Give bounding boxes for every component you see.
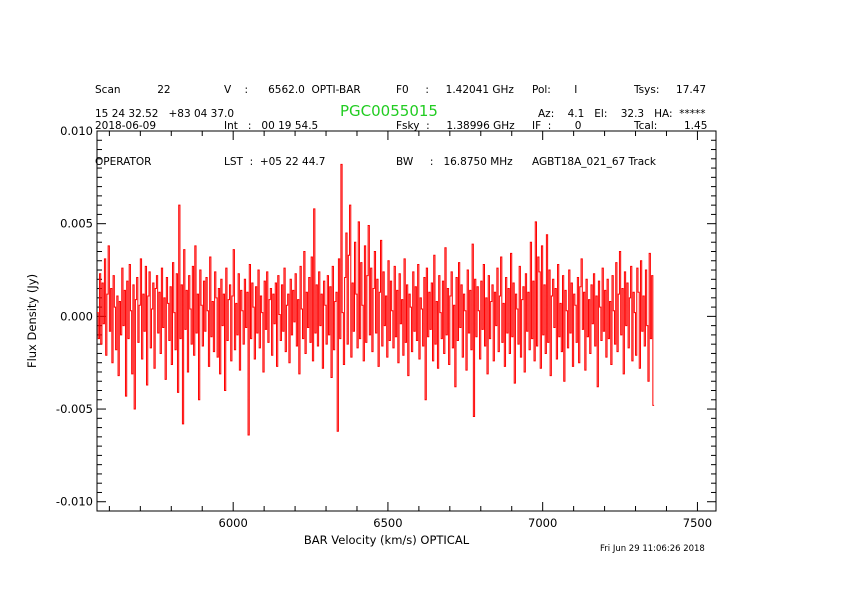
- series-line: [97, 163, 655, 436]
- x-tick-label: 6500: [373, 516, 402, 530]
- header-pol: Pol: I: [532, 84, 578, 96]
- spectrum-trace: [97, 163, 655, 436]
- source-name: PGC0055015: [340, 102, 438, 120]
- header-tcal: Tcal: 1.45: [634, 120, 708, 132]
- header-bw: BW : 16.8750 MHz: [396, 156, 513, 168]
- header-lst: LST : +05 22 44.7: [224, 156, 326, 168]
- y-tick-label: -0.010: [56, 495, 93, 509]
- header-operator: OPERATOR: [95, 156, 152, 168]
- y-tick-label: -0.005: [56, 402, 93, 416]
- header-fsky: Fsky : 1.38996 GHz: [396, 120, 515, 132]
- y-axis-label: Flux Density (Jy): [25, 274, 39, 368]
- header-project: AGBT18A_021_67 Track: [532, 156, 657, 168]
- x-tick-label: 6000: [219, 516, 248, 530]
- x-tick-label: 7500: [683, 516, 712, 530]
- header-if: IF : 0: [532, 120, 582, 132]
- header-tsys: Tsys: 17.47: [634, 84, 707, 96]
- footer-timestamp: Fri Jun 29 11:06:26 2018: [600, 544, 705, 554]
- y-tick-label: 0.005: [60, 217, 93, 231]
- header-integration: Int : 00 19 54.5: [224, 120, 319, 132]
- header-date: 2018-06-09: [95, 120, 157, 132]
- header-velocity: V : 6562.0 OPTI-BAR: [224, 84, 361, 96]
- x-tick-label: 7000: [528, 516, 557, 530]
- y-tick-label: 0.000: [60, 309, 93, 323]
- plot-frame: [96, 130, 717, 512]
- x-axis-label: BAR Velocity (km/s) OPTICAL: [304, 533, 470, 547]
- axis-ticks: 6000 6500 7000 7500 -0.010 -0.005 0.000 0.005 0.…: [56, 124, 716, 530]
- header-f0: F0 : 1.42041 GHz: [396, 84, 514, 96]
- y-tick-label: 0.010: [60, 124, 93, 138]
- header-azel: Az: 4.1 El: 32.3 HA: *****: [538, 108, 706, 120]
- header-scan: Scan 22: [95, 84, 171, 96]
- header-coordinates: 15 24 32.52 +83 04 37.0: [95, 108, 235, 120]
